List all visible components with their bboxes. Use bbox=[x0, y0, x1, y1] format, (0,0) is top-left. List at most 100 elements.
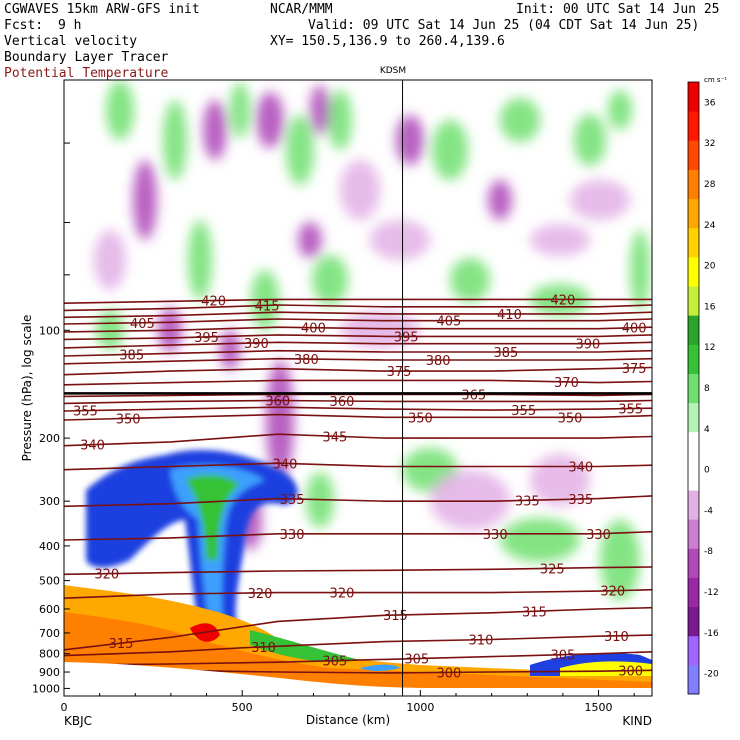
colorbar-label: -4 bbox=[704, 506, 713, 516]
valid-time: Valid: 09 UTC Sat 14 Jun 25 (04 CDT Sat … bbox=[308, 18, 700, 33]
y-tick-label: 200 bbox=[39, 432, 60, 445]
plot-frame bbox=[63, 79, 653, 697]
y-tick-label: 600 bbox=[39, 603, 60, 616]
y-tick-label: 1000 bbox=[32, 682, 60, 695]
y-axis: 100 200 300 400 500 600 700 800 900 1000 bbox=[32, 142, 70, 695]
theta-label: 325 bbox=[540, 562, 565, 577]
colorbar-swatch bbox=[688, 431, 699, 462]
theta-label: 330 bbox=[280, 528, 305, 543]
colorbar-label: -16 bbox=[704, 629, 719, 639]
theta-label: 355 bbox=[618, 403, 643, 418]
theta-label: 385 bbox=[493, 346, 518, 361]
x-tick-label: 1500 bbox=[585, 701, 613, 714]
theta-label: 305 bbox=[404, 653, 429, 668]
theta-label: 340 bbox=[273, 457, 298, 472]
colorbar-swatch bbox=[688, 548, 699, 578]
theta-contour-305 bbox=[64, 651, 652, 666]
y-tick-label: 500 bbox=[39, 575, 60, 588]
theta-label: 405 bbox=[130, 317, 155, 332]
theta-contour-375 bbox=[64, 366, 652, 376]
colorbar-label: 16 bbox=[704, 302, 716, 312]
theta-label: 385 bbox=[119, 348, 144, 363]
colorbar-swatch bbox=[688, 169, 699, 200]
y-tick-label: 700 bbox=[39, 627, 60, 640]
x-tick-label: 1000 bbox=[406, 701, 434, 714]
theta-label: 390 bbox=[575, 338, 600, 353]
theta-label: 345 bbox=[322, 430, 347, 445]
theta-label: 335 bbox=[280, 493, 305, 508]
theta-contour-385 bbox=[64, 349, 652, 357]
theta-contour-360 bbox=[64, 399, 652, 405]
theta-label: 400 bbox=[622, 322, 647, 337]
theta-label: 315 bbox=[522, 605, 547, 620]
theta-contour-390 bbox=[64, 341, 652, 349]
colorbar-swatch bbox=[688, 606, 699, 637]
colorbar-swatch bbox=[688, 286, 699, 316]
theta-label: 375 bbox=[622, 362, 647, 377]
y-tick-label: 400 bbox=[39, 540, 60, 553]
colorbar-label: 32 bbox=[704, 139, 715, 149]
theta-label: 375 bbox=[387, 365, 412, 380]
theta-contour-380 bbox=[64, 357, 652, 365]
colorbar-label: 8 bbox=[704, 384, 710, 394]
theta-label: 305 bbox=[322, 655, 347, 670]
theta-label: 355 bbox=[73, 405, 98, 420]
theta-contours: 300 300 305 305 305 310 310 310 315 315 315 320 320 3… bbox=[64, 293, 652, 681]
chart-title: KDSM bbox=[380, 66, 406, 76]
theta-contour-420 bbox=[64, 298, 652, 304]
theta-contour-400 bbox=[64, 326, 652, 333]
theta-contour-345 bbox=[64, 433, 652, 447]
theta-label: 300 bbox=[436, 666, 461, 681]
colorbar-label: 0 bbox=[704, 466, 710, 476]
theta-label: 330 bbox=[586, 528, 611, 543]
colorbar-swatch bbox=[688, 402, 699, 433]
theta-label: 415 bbox=[255, 299, 280, 314]
theta-contour-325 bbox=[64, 566, 652, 576]
theta-label: 420 bbox=[201, 295, 226, 310]
colorbar-swatch bbox=[688, 577, 699, 608]
y-axis-label: Pressure (hPa), log scale bbox=[20, 315, 34, 462]
xy-range: XY= 150.5,136.9 to 260.4,139.6 bbox=[270, 34, 505, 49]
theta-label: 340 bbox=[80, 439, 105, 454]
theta-label: 400 bbox=[301, 322, 326, 337]
colorbar-swatch bbox=[688, 373, 699, 404]
plot-area: 300 300 305 305 305 310 310 310 315 315 315 320 320 3… bbox=[64, 80, 652, 696]
colorbar-label: 12 bbox=[704, 343, 715, 353]
y-tick-label: 300 bbox=[39, 495, 60, 508]
theta-label: 315 bbox=[383, 609, 408, 624]
x-left-station: KBJC bbox=[64, 714, 92, 728]
colorbar-swatch bbox=[688, 82, 699, 112]
theta-label: 405 bbox=[436, 315, 461, 330]
theta-label: 335 bbox=[568, 493, 593, 508]
theta-label: 350 bbox=[408, 411, 433, 426]
y-tick-label: 900 bbox=[39, 666, 60, 679]
colorbar-swatch bbox=[688, 664, 699, 695]
colorbar-label: 20 bbox=[704, 262, 716, 272]
theta-label: 315 bbox=[109, 637, 134, 652]
theta-contour-405 bbox=[64, 318, 652, 325]
x-right-station: KIND bbox=[622, 714, 652, 728]
theta-label: 340 bbox=[568, 460, 593, 475]
init-time: Init: 00 UTC Sat 14 Jun 25 bbox=[516, 2, 720, 17]
colorbar-label: -8 bbox=[704, 547, 713, 557]
theta-contour-415 bbox=[64, 304, 652, 312]
theta-label: 350 bbox=[558, 411, 583, 426]
theta-contour-335 bbox=[64, 495, 652, 508]
colorbar: -20 -16 -12 -8 -4 0 4 8 12 16 20 24 28 32 36 bbox=[687, 81, 719, 695]
theta-label: 395 bbox=[394, 330, 419, 345]
theta-label: 330 bbox=[483, 528, 508, 543]
colorbar-swatch bbox=[688, 111, 699, 141]
colorbar-swatch bbox=[688, 198, 699, 229]
colorbar-swatch bbox=[688, 460, 699, 491]
theta-label: 360 bbox=[265, 394, 290, 409]
theta-label: 310 bbox=[469, 634, 494, 649]
org-label: NCAR/MMM bbox=[270, 2, 333, 17]
theta-label: 300 bbox=[618, 665, 643, 680]
theta-label: 395 bbox=[194, 331, 219, 346]
y-tick-label: 800 bbox=[39, 648, 60, 661]
field-boundary-layer-tracer: Boundary Layer Tracer bbox=[4, 50, 169, 65]
y-tick-label: 100 bbox=[39, 324, 60, 337]
colorbar-label: -12 bbox=[704, 588, 719, 598]
colorbar-frame bbox=[687, 81, 700, 695]
